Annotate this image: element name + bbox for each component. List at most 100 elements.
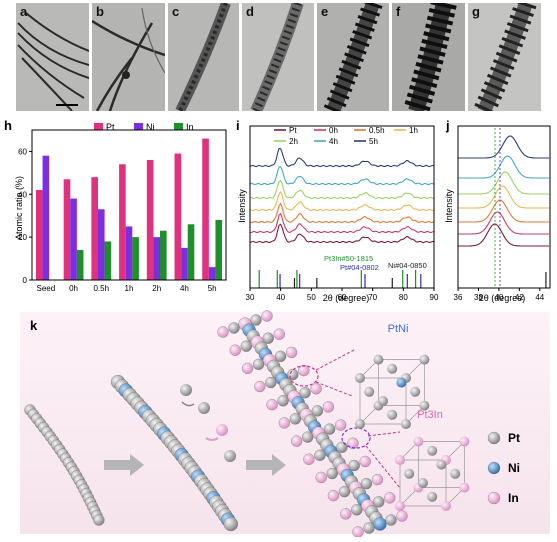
legend-label: Ni: [508, 461, 520, 475]
atom: [359, 455, 371, 468]
atom: [274, 350, 287, 363]
atom: [384, 492, 396, 504]
legend-label: 4h: [329, 137, 338, 146]
xrd-zoom-chart: Intensity 2θ (degree) 36 38 40 42 44: [444, 125, 551, 303]
atom: [299, 387, 311, 399]
legend-label: 5h: [369, 137, 378, 146]
panel-label-a: a: [20, 4, 28, 19]
growth-schematic: PtNi Pt3In Pt Ni In k: [0, 310, 557, 538]
panel-label-f: f: [396, 4, 401, 19]
x-tick-label: 42: [515, 293, 524, 302]
atom: [93, 514, 105, 526]
atom: [250, 314, 262, 326]
legend-label: In: [508, 491, 519, 505]
y-axis-label: Intensity: [237, 189, 247, 223]
y-tick-label: 40: [18, 190, 27, 199]
bar-in: [215, 220, 223, 280]
curved-arrow-icon: [205, 437, 219, 441]
xrd-pattern-chart: Intensity 2θ (degree) Pt3In#50-1815 Pt#0…: [237, 125, 439, 303]
tem-image-d: d: [242, 3, 314, 111]
x-tick-label: 2h: [152, 284, 161, 293]
curved-arrow-icon: [181, 401, 195, 407]
atom: [290, 435, 303, 447]
x-tick-label: 36: [454, 293, 463, 302]
atom: [340, 508, 352, 520]
tem-image-b: b: [92, 3, 165, 111]
xrd-curve-4h: [249, 166, 435, 186]
tem-image-g-graphic: [468, 3, 541, 111]
bar-pt: [91, 177, 98, 280]
atom: [261, 310, 273, 322]
x-tick-label: 1h: [125, 284, 134, 293]
highlight-circle: [341, 427, 371, 449]
in-legend-icon: [487, 491, 501, 505]
atom: [347, 437, 359, 449]
pt-atom-icon: [224, 450, 236, 462]
zoom-line: [315, 381, 353, 397]
tem-image-a: a: [16, 3, 89, 111]
panel-label-c: c: [172, 4, 180, 19]
panel-label-b: b: [96, 4, 104, 19]
atom: [351, 504, 363, 516]
atom: [273, 328, 285, 340]
cell-atom: [410, 386, 421, 397]
x-tick-label: 40: [276, 293, 285, 302]
xrd-curve-0-5h: [249, 202, 435, 224]
tem-image-c-graphic: [168, 3, 239, 111]
atom: [240, 340, 252, 352]
x-tick-label: 50: [307, 293, 316, 302]
atom: [289, 413, 302, 425]
cell-atom: [418, 478, 428, 488]
x-tick-label: 90: [430, 293, 439, 302]
bar-pt: [174, 153, 182, 280]
atom: [373, 496, 385, 508]
bar-pt: [63, 179, 71, 280]
atom: [363, 522, 375, 534]
cell-atom: [395, 501, 405, 511]
tem-image-b-graphic: [92, 3, 165, 111]
y-tick-label: 60: [18, 147, 27, 156]
atom: [298, 364, 310, 377]
atom: [315, 471, 327, 484]
cell-atom: [387, 363, 398, 374]
atom: [373, 517, 387, 531]
arrow-icon: [104, 454, 144, 476]
ptni-label: PtNi: [388, 323, 409, 335]
atom: [338, 485, 351, 498]
highlight-circle: [289, 365, 319, 387]
y-axis-label: Atomic ratio (%): [14, 176, 24, 240]
atom: [229, 344, 241, 356]
bar-in: [132, 237, 139, 280]
atom: [303, 453, 315, 465]
xrd-zoom-curve-0-5h: [458, 199, 549, 223]
zoom-line: [315, 349, 355, 371]
cell-atom: [364, 386, 375, 397]
atom: [336, 441, 348, 453]
atom: [314, 449, 326, 461]
bar-ni: [70, 198, 77, 280]
atom: [287, 368, 299, 381]
reference-label-pt3in: Pt3In#50-1815: [324, 254, 373, 263]
xrd-curve-0h: [249, 212, 435, 234]
bar-in: [187, 224, 195, 280]
xrd-curve-1h: [249, 190, 435, 212]
cell-atom: [373, 354, 384, 365]
x-tick-label: 70: [368, 293, 377, 302]
tem-image-c: c: [168, 3, 239, 111]
plot-frame: [249, 125, 435, 289]
x-tick-label: 4h: [180, 284, 189, 293]
x-tick-label: 0.5h: [93, 284, 109, 293]
zoom-line: [365, 445, 401, 489]
atom: [266, 399, 278, 411]
legend-label: Pt: [289, 126, 297, 135]
y-tick-label: 20: [18, 233, 27, 242]
cell-atom: [441, 501, 451, 511]
cell-atom: [378, 396, 388, 406]
bar-pt: [202, 138, 209, 280]
pt-atom-icon: [198, 402, 210, 414]
atom: [223, 516, 238, 532]
legend-label: Pt: [508, 431, 520, 445]
atom: [348, 459, 360, 472]
bar-pt: [119, 164, 126, 280]
cell-atom: [396, 377, 407, 388]
